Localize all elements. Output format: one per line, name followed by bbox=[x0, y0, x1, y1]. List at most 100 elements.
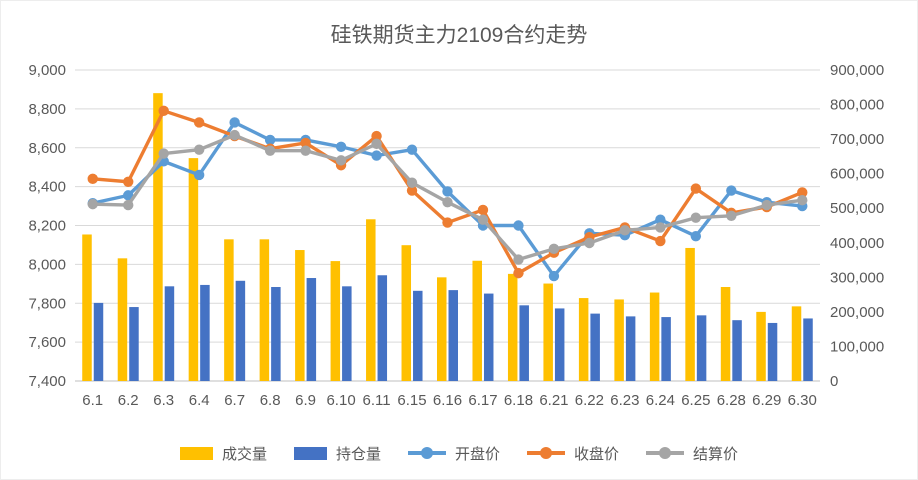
close-price-marker-6.3[interactable] bbox=[158, 105, 169, 117]
volume-bar-6.16[interactable] bbox=[437, 277, 447, 381]
open-interest-bar-6.16[interactable] bbox=[448, 290, 459, 381]
open-interest-bar-6.15[interactable] bbox=[413, 290, 423, 381]
settle-price-marker-6.29[interactable] bbox=[761, 199, 772, 211]
close-price-marker-6.15[interactable] bbox=[406, 185, 418, 196]
volume-bar-6.17[interactable] bbox=[472, 260, 482, 381]
settle-price-marker-6.7[interactable] bbox=[229, 129, 240, 141]
open-interest-bar-6.7[interactable] bbox=[235, 280, 246, 381]
open-price-marker-6.21[interactable] bbox=[548, 270, 560, 282]
settle-price-marker-6.23[interactable] bbox=[619, 225, 631, 236]
open-price-marker-6.15[interactable] bbox=[406, 144, 418, 155]
series-volume-bars[interactable] bbox=[82, 93, 802, 381]
close-price-marker-6.4[interactable] bbox=[193, 117, 205, 128]
open-interest-bar-6.9[interactable] bbox=[306, 278, 317, 381]
settle-price-marker-6.4[interactable] bbox=[193, 144, 205, 155]
open-interest-bar-6.18[interactable] bbox=[519, 305, 529, 381]
settle-price-marker-6.24[interactable] bbox=[655, 222, 666, 233]
settle-price-marker-6.30[interactable] bbox=[797, 195, 808, 206]
open-interest-bar-6.4[interactable] bbox=[200, 284, 210, 381]
volume-bar-6.3[interactable] bbox=[153, 93, 163, 381]
legend-item-close-price[interactable]: 收盘价 bbox=[527, 443, 619, 464]
volume-bar-6.7[interactable] bbox=[224, 239, 234, 381]
settle-price-marker-6.8[interactable] bbox=[264, 145, 276, 156]
open-price-marker-6.25[interactable] bbox=[690, 230, 702, 242]
close-price-marker-6.30[interactable] bbox=[797, 187, 808, 198]
x-tick-6.9: 6.9 bbox=[295, 392, 316, 409]
close-price-marker-6.2[interactable] bbox=[123, 176, 134, 187]
open-interest-bar-6.22[interactable] bbox=[590, 313, 600, 381]
volume-bar-6.8[interactable] bbox=[259, 239, 270, 381]
open-price-marker-6.11[interactable] bbox=[371, 150, 382, 161]
open-price-marker-6.16[interactable] bbox=[442, 186, 453, 197]
open-price-marker-6.8[interactable] bbox=[264, 134, 276, 146]
settle-price-marker-6.22[interactable] bbox=[584, 237, 595, 249]
settle-price-marker-6.25[interactable] bbox=[690, 212, 702, 223]
volume-bar-6.11[interactable] bbox=[366, 219, 376, 381]
open-price-marker-6.10[interactable] bbox=[335, 141, 347, 152]
settle-price-marker-6.15[interactable] bbox=[406, 177, 418, 188]
series-settle-price-line[interactable] bbox=[87, 129, 808, 265]
open-price-marker-6.28[interactable] bbox=[726, 185, 737, 196]
close-price-marker-6.17[interactable] bbox=[477, 204, 489, 216]
open-interest-bar-6.23[interactable] bbox=[625, 316, 636, 381]
volume-bar-6.2[interactable] bbox=[117, 258, 128, 381]
open-price-marker-6.24[interactable] bbox=[655, 214, 666, 225]
volume-bar-6.28[interactable] bbox=[720, 287, 731, 381]
open-price-marker-6.2[interactable] bbox=[123, 190, 134, 201]
close-price-marker-6.24[interactable] bbox=[655, 235, 666, 247]
close-price-marker-6.1[interactable] bbox=[87, 173, 98, 185]
settle-price-marker-6.1[interactable] bbox=[87, 198, 98, 210]
close-price-marker-6.9[interactable] bbox=[300, 137, 311, 149]
volume-bar-6.21[interactable] bbox=[543, 283, 553, 381]
settle-price-marker-6.17[interactable] bbox=[477, 214, 489, 225]
settle-price-marker-6.11[interactable] bbox=[371, 138, 382, 150]
open-interest-bar-6.30[interactable] bbox=[803, 318, 813, 381]
open-interest-bar-6.29[interactable] bbox=[767, 322, 778, 381]
open-interest-bar-6.10[interactable] bbox=[342, 286, 352, 381]
open-interest-bar-6.8[interactable] bbox=[271, 287, 281, 381]
settle-price-marker-6.28[interactable] bbox=[726, 210, 737, 221]
volume-bar-6.15[interactable] bbox=[401, 245, 412, 381]
open-interest-bar-6.21[interactable] bbox=[554, 308, 565, 381]
volume-bar-6.24[interactable] bbox=[649, 292, 660, 381]
volume-bar-6.30[interactable] bbox=[791, 306, 802, 381]
volume-bar-6.29[interactable] bbox=[756, 311, 766, 381]
legend-item-open-price[interactable]: 开盘价 bbox=[407, 443, 500, 464]
close-price-marker-6.25[interactable] bbox=[690, 183, 702, 194]
settle-price-marker-6.3[interactable] bbox=[158, 148, 169, 159]
volume-bar-6.25[interactable] bbox=[685, 247, 695, 381]
open-interest-bar-6.17[interactable] bbox=[483, 293, 494, 381]
open-interest-bar-6.3[interactable] bbox=[164, 286, 175, 381]
series-open-interest-bars[interactable] bbox=[93, 275, 813, 381]
open-price-marker-6.18[interactable] bbox=[513, 220, 524, 231]
settle-price-marker-6.10[interactable] bbox=[335, 155, 347, 166]
open-price-marker-6.4[interactable] bbox=[193, 169, 205, 181]
close-price-marker-6.11[interactable] bbox=[371, 130, 382, 142]
close-price-marker-6.16[interactable] bbox=[442, 217, 453, 228]
legend-item-open-interest[interactable]: 持仓量 bbox=[293, 443, 381, 464]
volume-bar-6.1[interactable] bbox=[82, 234, 92, 381]
open-interest-bar-6.2[interactable] bbox=[129, 307, 139, 381]
volume-bar-6.23[interactable] bbox=[614, 299, 624, 381]
settle-price-marker-6.2[interactable] bbox=[123, 199, 134, 211]
volume-bar-6.10[interactable] bbox=[330, 261, 341, 381]
open-interest-bar-6.28[interactable] bbox=[732, 320, 742, 381]
volume-bar-6.9[interactable] bbox=[295, 250, 305, 381]
settle-price-marker-6.9[interactable] bbox=[300, 145, 311, 156]
volume-bar-6.18[interactable] bbox=[507, 273, 518, 381]
close-price-marker-6.18[interactable] bbox=[513, 267, 524, 279]
settle-price-marker-6.16[interactable] bbox=[442, 196, 453, 208]
left-tick-8,000: 8,000 bbox=[28, 256, 66, 273]
open-interest-bar-6.25[interactable] bbox=[696, 315, 707, 381]
volume-bar-6.4[interactable] bbox=[188, 158, 199, 381]
open-interest-bar-6.11[interactable] bbox=[377, 275, 388, 381]
volume-bar-6.22[interactable] bbox=[578, 298, 589, 381]
open-price-marker-6.7[interactable] bbox=[229, 117, 240, 128]
open-interest-bar-6.24[interactable] bbox=[661, 317, 671, 381]
legend-item-volume[interactable]: 成交量 bbox=[179, 443, 267, 464]
settle-price-marker-6.18[interactable] bbox=[513, 254, 524, 265]
series-open-price-line[interactable] bbox=[87, 117, 808, 282]
open-interest-bar-6.1[interactable] bbox=[93, 302, 104, 381]
legend-item-settle-price[interactable]: 结算价 bbox=[646, 443, 738, 464]
settle-price-marker-6.21[interactable] bbox=[548, 243, 560, 255]
